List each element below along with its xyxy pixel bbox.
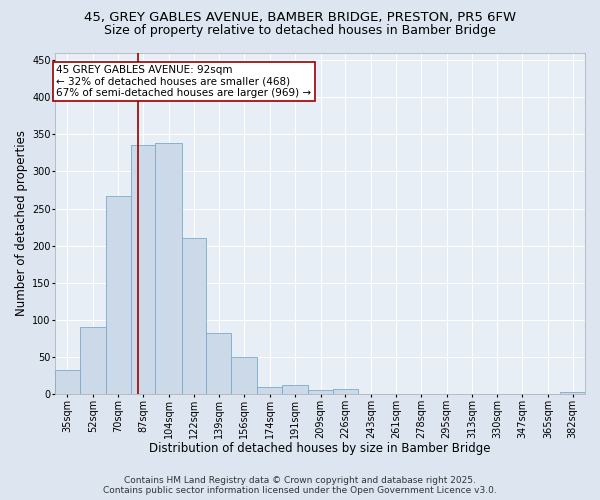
Bar bbox=[155, 143, 182, 395]
Text: Contains HM Land Registry data © Crown copyright and database right 2025.
Contai: Contains HM Land Registry data © Crown c… bbox=[103, 476, 497, 495]
Text: Size of property relative to detached houses in Bamber Bridge: Size of property relative to detached ho… bbox=[104, 24, 496, 37]
Bar bbox=[333, 389, 358, 394]
Bar bbox=[80, 328, 106, 394]
Bar bbox=[560, 392, 585, 394]
Bar bbox=[206, 332, 231, 394]
Y-axis label: Number of detached properties: Number of detached properties bbox=[15, 130, 28, 316]
Bar bbox=[231, 357, 257, 395]
Bar bbox=[55, 370, 80, 394]
X-axis label: Distribution of detached houses by size in Bamber Bridge: Distribution of detached houses by size … bbox=[149, 442, 491, 455]
Bar bbox=[308, 390, 333, 394]
Text: 45 GREY GABLES AVENUE: 92sqm
← 32% of detached houses are smaller (468)
67% of s: 45 GREY GABLES AVENUE: 92sqm ← 32% of de… bbox=[56, 65, 311, 98]
Bar bbox=[257, 387, 282, 394]
Bar bbox=[282, 384, 308, 394]
Text: 45, GREY GABLES AVENUE, BAMBER BRIDGE, PRESTON, PR5 6FW: 45, GREY GABLES AVENUE, BAMBER BRIDGE, P… bbox=[84, 11, 516, 24]
Bar bbox=[131, 146, 155, 394]
Bar bbox=[182, 238, 206, 394]
Bar bbox=[106, 196, 131, 394]
